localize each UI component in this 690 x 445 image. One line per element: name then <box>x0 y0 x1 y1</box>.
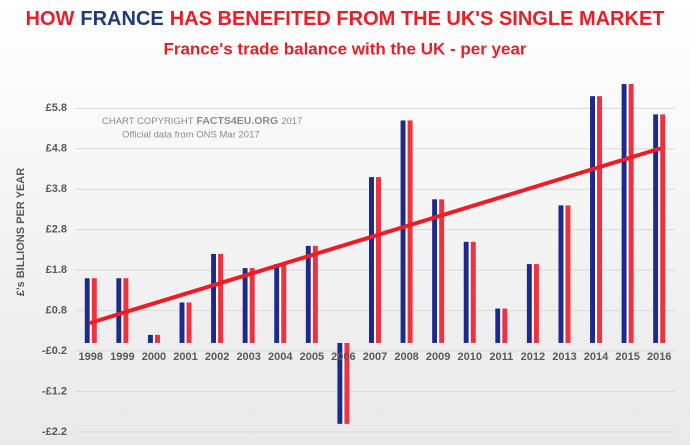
bar <box>533 264 539 343</box>
x-tick-label: 2007 <box>363 351 387 363</box>
bar <box>310 245 313 343</box>
bar <box>179 302 185 343</box>
x-tick-label: 1998 <box>79 351 103 363</box>
bar <box>407 120 413 343</box>
title-part: FRANCE <box>80 8 163 30</box>
bar <box>405 120 408 343</box>
x-tick-label: 2001 <box>173 351 197 363</box>
copyright-part: FACTS4EU.ORG <box>197 115 279 127</box>
y-tick-label: £5.8 <box>46 102 67 114</box>
bar <box>628 84 634 343</box>
x-tick-label: 2014 <box>584 351 609 363</box>
bar <box>147 334 153 343</box>
bar <box>658 114 661 343</box>
y-tick-label: £1.8 <box>46 264 67 276</box>
bar <box>279 264 282 343</box>
bar <box>84 278 90 343</box>
y-tick-label: £4.8 <box>46 143 67 155</box>
bar <box>558 205 564 343</box>
bar <box>439 199 445 343</box>
bar <box>432 199 438 343</box>
x-tick-label: 2016 <box>647 351 671 363</box>
bar <box>565 205 571 343</box>
bar <box>660 114 666 343</box>
bar <box>595 96 598 343</box>
bar <box>369 177 374 343</box>
copyright-part: CHART COPYRIGHT <box>102 116 194 127</box>
bar <box>342 342 345 424</box>
bar <box>305 245 311 343</box>
x-tick-label: 1999 <box>110 351 134 363</box>
x-tick-label: 2015 <box>615 351 639 363</box>
bar <box>376 177 381 343</box>
bar <box>337 342 343 424</box>
copyright-part: 2017 <box>281 116 302 127</box>
trendline <box>88 146 662 325</box>
x-tick-label: 2004 <box>268 351 293 363</box>
x-tick-label: 2008 <box>394 351 418 363</box>
bar <box>468 241 471 343</box>
y-tick-label: -£1.2 <box>42 385 67 397</box>
bar <box>590 96 596 343</box>
x-tick-label: 2010 <box>457 351 481 363</box>
x-tick-label: 2005 <box>300 351 324 363</box>
y-tick-label: £3.8 <box>46 183 67 195</box>
y-tick-label: -£0.2 <box>42 345 67 357</box>
x-tick-label: 2006 <box>331 351 355 363</box>
y-tick-label: £2.8 <box>46 224 67 236</box>
bar <box>500 308 503 343</box>
bar <box>152 334 155 343</box>
bar <box>312 245 318 343</box>
title-part: HOW <box>26 8 75 30</box>
bar <box>247 268 250 343</box>
bar <box>91 278 97 343</box>
x-tick-label: 2002 <box>205 351 229 363</box>
bar <box>211 253 217 343</box>
x-tick-label: 2009 <box>426 351 450 363</box>
bar <box>218 253 224 343</box>
chart-title: HOW FRANCE HAS BENEFITED FROM THE UK'S SIN… <box>26 8 665 30</box>
chart-subtitle: France's trade balance with the UK - per… <box>163 39 526 58</box>
bar <box>621 84 627 343</box>
bar <box>184 302 187 343</box>
bar <box>495 308 501 343</box>
y-axis-label: £'s BILLIONS PER YEAR <box>15 168 27 296</box>
y-tick-label: £0.8 <box>46 304 67 316</box>
bar <box>400 120 406 343</box>
bar <box>154 334 160 343</box>
bar <box>470 241 476 343</box>
bar <box>121 278 124 343</box>
bar <box>281 264 287 343</box>
bar <box>116 278 122 343</box>
bar <box>597 96 603 343</box>
bar <box>274 264 280 343</box>
y-tick-label: -£2.2 <box>42 426 67 438</box>
copyright: CHART COPYRIGHT FACTS4EU.ORG 2017 <box>102 115 302 127</box>
bar <box>249 268 255 343</box>
x-tick-label: 2012 <box>521 351 545 363</box>
bar <box>626 84 629 343</box>
bar <box>531 264 534 343</box>
title-part: HAS BENEFITED FROM THE UK'S SINGLE MARKE… <box>170 8 665 30</box>
bar <box>437 199 440 343</box>
x-tick-label: 2011 <box>489 351 513 363</box>
bar <box>374 177 376 343</box>
x-tick-label: 2003 <box>236 351 260 363</box>
x-tick-label: 2000 <box>142 351 166 363</box>
bar <box>186 302 192 343</box>
bar <box>563 205 566 343</box>
bar <box>344 342 350 424</box>
bar <box>653 114 659 343</box>
bar <box>526 264 532 343</box>
bar <box>242 268 248 343</box>
x-tick-label: 2013 <box>552 351 576 363</box>
bar <box>89 278 92 343</box>
source-note: Official data from ONS Mar 2017 <box>122 130 260 141</box>
bar <box>463 241 469 343</box>
bar <box>502 308 508 343</box>
bar <box>216 253 219 343</box>
